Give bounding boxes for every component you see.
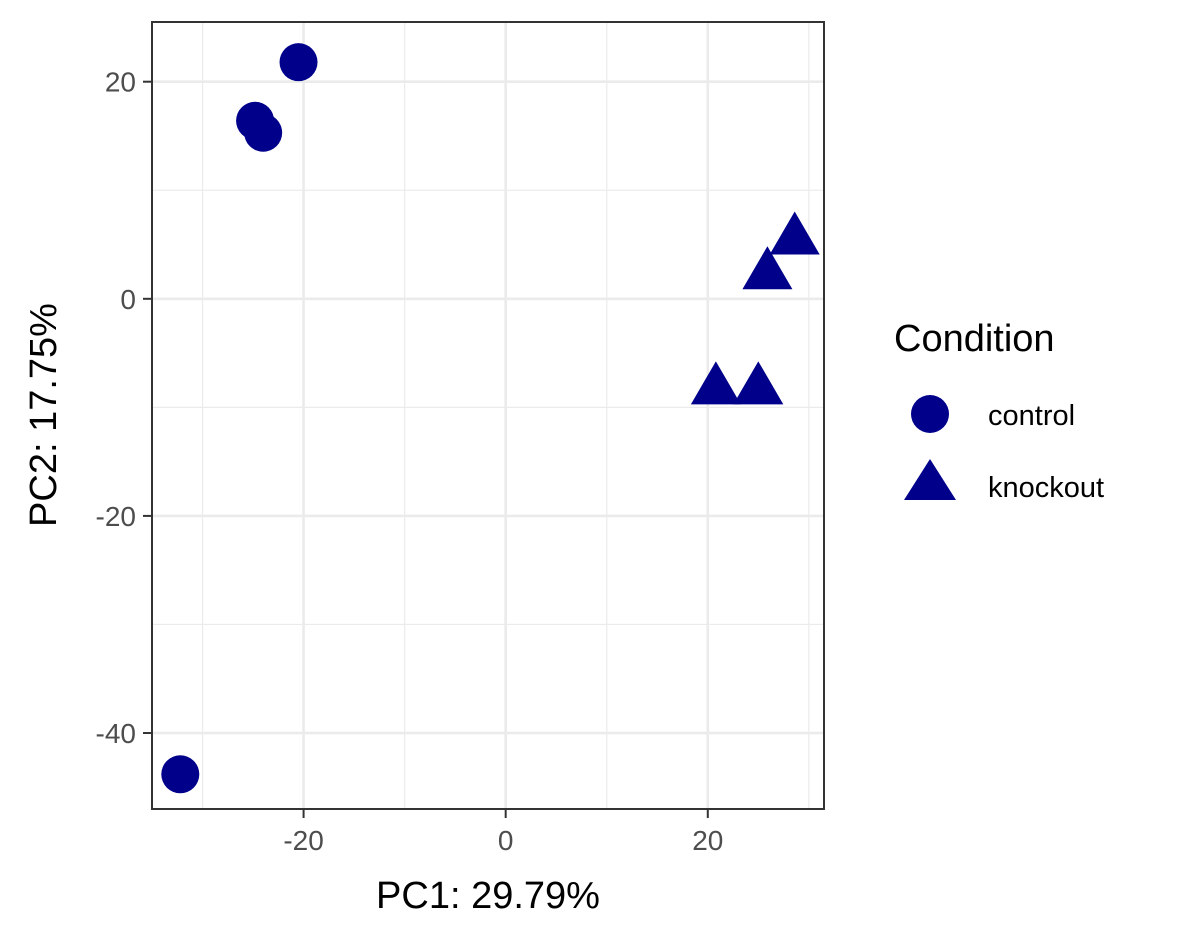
point-control bbox=[244, 113, 283, 152]
x-tick-label: 0 bbox=[498, 825, 514, 856]
point-control bbox=[161, 755, 200, 794]
y-tick-label: -20 bbox=[96, 501, 136, 532]
point-knockout bbox=[733, 361, 784, 405]
legend-key-knockout-triangle bbox=[904, 459, 956, 500]
data-points bbox=[161, 43, 820, 794]
legend-key-control-circle bbox=[911, 395, 949, 433]
y-tick-label: 20 bbox=[105, 67, 136, 98]
x-tick-label: -20 bbox=[283, 825, 323, 856]
x-axis-title: PC1: 29.79% bbox=[376, 875, 600, 917]
axis-tick-labels: -20 0 20 -40 -20 0 20 bbox=[96, 67, 724, 856]
point-knockout bbox=[742, 246, 793, 290]
minor-gridlines bbox=[152, 22, 824, 809]
point-knockout bbox=[690, 361, 741, 405]
plot-panel-background bbox=[152, 22, 824, 809]
y-tick-label: 0 bbox=[120, 284, 136, 315]
y-tick-label: -40 bbox=[96, 718, 136, 749]
legend-label-knockout: knockout bbox=[988, 472, 1104, 504]
legend-title: Condition bbox=[894, 318, 1055, 360]
legend: Condition control knockout bbox=[894, 318, 1104, 504]
axis-ticks bbox=[143, 80, 709, 818]
point-control bbox=[279, 43, 318, 82]
y-axis-title: PC2: 17.75% bbox=[23, 303, 65, 527]
legend-label-control: control bbox=[988, 400, 1075, 432]
x-tick-label: 20 bbox=[692, 825, 723, 856]
major-gridlines bbox=[152, 22, 824, 809]
point-knockout bbox=[769, 211, 820, 255]
plot-panel-border bbox=[151, 21, 825, 810]
